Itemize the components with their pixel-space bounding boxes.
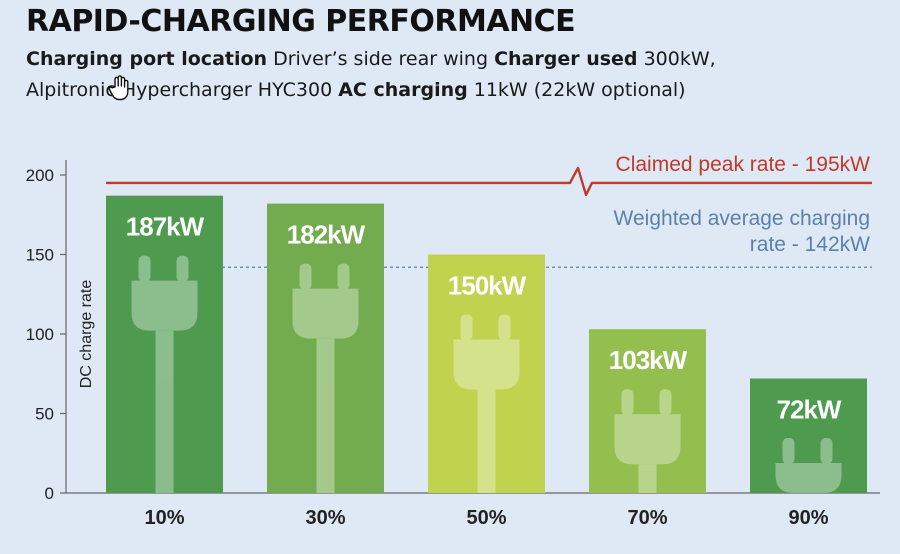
ac-value: 11kW (22kW optional) <box>473 79 686 101</box>
port-value: Driver’s side rear wing <box>273 48 489 70</box>
category-label: 70% <box>627 507 667 529</box>
chart-subtitle: Charging port location Driver’s side rea… <box>26 44 876 106</box>
average-rate-label: rate - 142kW <box>750 233 870 256</box>
port-label: Charging port location <box>26 48 268 70</box>
y-tick-label: 100 <box>26 325 54 344</box>
data-label: 150kW <box>448 271 527 301</box>
charger-label: Charger used <box>494 48 638 70</box>
chart-title: RAPID-CHARGING PERFORMANCE <box>26 4 576 39</box>
category-label: 50% <box>466 507 506 529</box>
y-axis-label: DC charge rate <box>78 280 95 389</box>
y-tick-label: 200 <box>26 166 54 185</box>
plug-icon <box>614 389 681 493</box>
ac-label: AC charging <box>338 79 468 101</box>
category-label: 10% <box>144 507 184 529</box>
data-label: 103kW <box>609 345 688 375</box>
y-tick-label: 50 <box>35 405 54 424</box>
claimed-peak-label: Claimed peak rate - 195kW <box>616 153 871 176</box>
bar-group: 182kW 30% <box>267 203 384 529</box>
category-label: 90% <box>788 507 828 529</box>
plug-icon <box>292 263 359 493</box>
y-tick-label: 150 <box>26 246 54 265</box>
bar <box>589 329 706 493</box>
bar <box>267 203 384 493</box>
average-rate-label: Weighted average charging <box>614 207 870 230</box>
charger-value-2: Alpitronic Hypercharger HYC300 <box>26 79 333 101</box>
bar-group: 150kW 50% <box>428 254 545 529</box>
data-label: 72kW <box>777 395 842 425</box>
category-label: 30% <box>305 507 345 529</box>
bar <box>428 254 545 493</box>
charger-value-1: 300kW, <box>643 48 716 70</box>
bar <box>106 195 223 494</box>
bar-group: 103kW 70% <box>589 329 706 529</box>
bar-group: 72kW 90% <box>750 378 867 529</box>
bar <box>750 378 867 493</box>
data-label: 187kW <box>126 212 205 242</box>
hand-cursor-icon <box>108 75 129 101</box>
data-label: 182kW <box>287 220 366 250</box>
plug-icon <box>453 314 520 493</box>
bar-group: 187kW 10% <box>106 195 223 529</box>
y-tick-label: 0 <box>45 484 54 503</box>
plug-icon <box>775 438 842 493</box>
plug-icon <box>131 255 198 493</box>
claimed-peak-line <box>106 166 872 197</box>
